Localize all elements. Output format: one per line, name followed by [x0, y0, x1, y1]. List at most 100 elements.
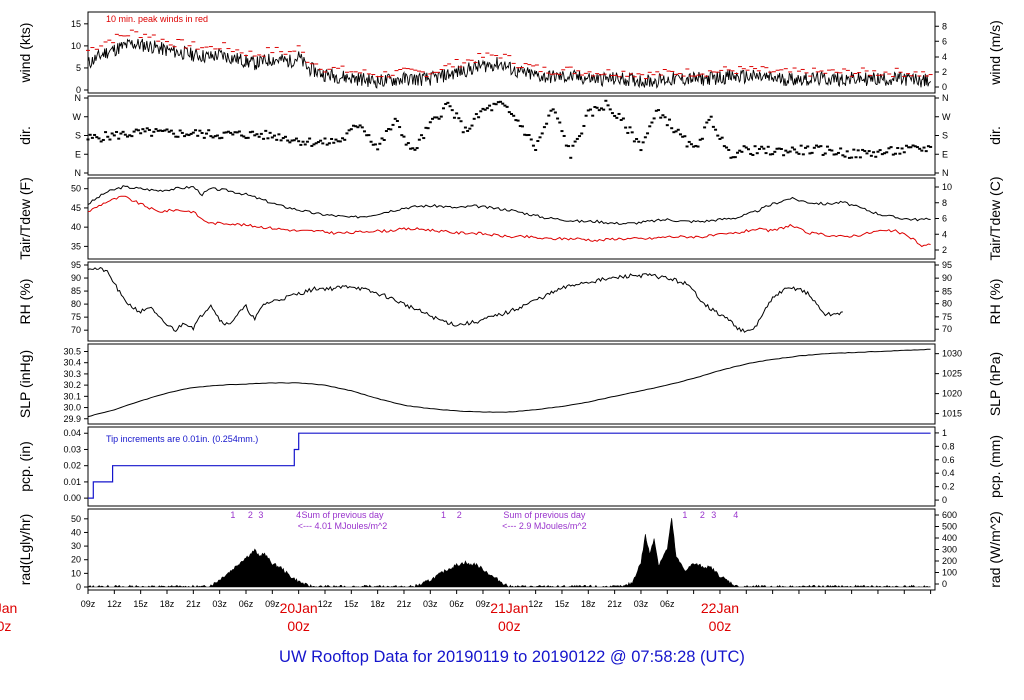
ytick-label-rh: 80 [71, 299, 81, 309]
date-marker-time: 00z [709, 618, 732, 634]
ytick-right-label-dir: S [942, 131, 948, 141]
ylabel-right-slp: SLP (hPa) [987, 352, 1003, 416]
ytick-label-slp: 30.3 [63, 369, 81, 379]
panel-frame-wind [87, 11, 936, 94]
xtick-label: 09z [81, 599, 96, 609]
xtick-label: 09z [476, 599, 491, 609]
panel-rad: rad(Lgly/hr) rad (W/m^2)01020304050010020… [17, 508, 1003, 592]
ylabel-right-rad: rad (W/m^2) [987, 511, 1003, 588]
ytick-right-label-dir: W [942, 112, 951, 122]
date-marker-time: 00z [498, 618, 521, 634]
ytick-right-label-wind: 8 [942, 21, 947, 31]
x-axis: 09z 12z 15z 18z 21z 03z 06z 09z 12z 15z 18z 21z 03z 0… [0, 590, 932, 634]
series-air-temperature [87, 185, 931, 225]
xtick-label: 06z [449, 599, 464, 609]
ylabel-pcp: pcp. (in) [17, 441, 33, 492]
panel-frame-slp [87, 343, 936, 425]
xtick-label: 06z [660, 599, 675, 609]
ytick-label-rh: 85 [71, 286, 81, 296]
date-marker-day: 20Jan [280, 600, 318, 616]
panel-wind: wind (kts) wind (m/s) 0 5 10 15 0 2 4 6 8 10 min. p… [17, 11, 1003, 95]
xtick-label: 09z [265, 599, 280, 609]
ylabel-temp: Tair/Tdew (F) [17, 177, 33, 259]
hour-marker: 4 [733, 510, 738, 520]
hour-marker: 3 [711, 510, 716, 520]
xtick-label: 12z [528, 599, 543, 609]
ytick-right-label-rad: 500 [942, 522, 957, 532]
panel-frame-temp [87, 177, 936, 260]
ylabel-rad: rad(Lgly/hr) [17, 514, 33, 586]
ylabel-right-wind: wind (m/s) [987, 20, 1003, 86]
ylabel-dir: dir. [17, 126, 33, 145]
ytick-right-label-rh: 80 [942, 299, 952, 309]
series-relative-humidity [87, 267, 843, 333]
ytick-label-temp: 40 [71, 222, 81, 232]
wind-annotation: 10 min. peak winds in red [106, 14, 208, 24]
ytick-label-pcp: 0.03 [63, 444, 81, 454]
pcp-annotation: Tip increments are 0.01in. (0.254mm.) [106, 434, 258, 444]
panel-temp: Tair/Tdew (F) Tair/Tdew (C) 35 40 45 50 2 4 6 8 10 [17, 176, 1003, 260]
ytick-label-rh: 95 [71, 260, 81, 270]
rad-annotation: <--- 2.9 MJoules/m^2 [502, 521, 587, 531]
ytick-label-rad: 0 [76, 582, 81, 592]
ytick-label-rad: 10 [71, 568, 81, 578]
panel-rh: RH (%) RH (%) 70 75 80 85 90 95 70 75 80 85 90 95 [17, 260, 1003, 342]
ytick-right-label-pcp: 0.6 [942, 455, 955, 465]
ytick-right-label-rad: 400 [942, 533, 957, 543]
date-marker-time: 00z [287, 618, 310, 634]
ytick-label-rad: 50 [71, 514, 81, 524]
ytick-label-wind: 0 [76, 85, 81, 95]
ytick-label-pcp: 0.04 [63, 428, 81, 438]
hour-marker: 2 [457, 510, 462, 520]
xtick-label: 03z [634, 599, 649, 609]
series-wind-speed [87, 38, 931, 89]
ytick-right-label-dir: N [942, 93, 949, 103]
hour-marker: 2 [700, 510, 705, 520]
xtick-label: 21z [186, 599, 201, 609]
ytick-label-rh: 75 [71, 312, 81, 322]
ytick-right-label-temp: 4 [942, 229, 947, 239]
ytick-label-temp: 35 [71, 241, 81, 251]
ytick-label-rh: 90 [71, 273, 81, 283]
xtick-label: 15z [555, 599, 570, 609]
series-precipitation [88, 432, 931, 499]
series-dew-point [87, 195, 931, 248]
ytick-right-label-dir: E [942, 149, 948, 159]
ytick-right-label-rad: 0 [942, 579, 947, 589]
ytick-right-label-pcp: 0.2 [942, 482, 955, 492]
xtick-label: 03z [212, 599, 227, 609]
ytick-right-label-slp: 1025 [942, 369, 962, 379]
ytick-right-label-slp: 1020 [942, 389, 962, 399]
ylabel-wind: wind (kts) [17, 23, 33, 84]
xtick-label: 21z [607, 599, 622, 609]
panel-frame-rh [87, 261, 936, 342]
ytick-right-label-rh: 85 [942, 286, 952, 296]
ytick-right-label-rh: 90 [942, 273, 952, 283]
ytick-right-label-rh: 70 [942, 324, 952, 334]
hour-marker: 3 [258, 510, 263, 520]
ylabel-right-pcp: pcp. (mm) [987, 435, 1003, 498]
ytick-label-dir: S [75, 131, 81, 141]
footer-title: UW Rooftop Data for 20190119 to 20190122… [279, 648, 745, 666]
date-marker-day: 22Jan [701, 600, 739, 616]
rad-annotation: <--- 4.01 MJoules/m^2 [298, 521, 388, 531]
ytick-right-label-rad: 100 [942, 568, 957, 578]
ytick-label-pcp: 0.01 [63, 477, 81, 487]
xtick-label: 12z [107, 599, 122, 609]
ytick-label-slp: 30.1 [63, 391, 81, 401]
ytick-right-label-rh: 95 [942, 260, 952, 270]
hour-marker: 1 [441, 510, 446, 520]
ytick-right-label-wind: 6 [942, 36, 947, 46]
ytick-label-slp: 30.4 [63, 358, 81, 368]
ytick-right-label-pcp: 0.4 [942, 468, 955, 478]
ytick-label-dir: N [75, 168, 82, 178]
rad-annotation: Sum of previous day [302, 510, 385, 520]
ylabel-slp: SLP (inHg) [17, 350, 33, 418]
ytick-label-pcp: 0.00 [63, 493, 81, 503]
ytick-right-label-temp: 6 [942, 214, 947, 224]
ytick-label-rad: 30 [71, 541, 81, 551]
ytick-right-label-temp: 2 [942, 245, 947, 255]
ytick-label-temp: 45 [71, 203, 81, 213]
ytick-right-label-pcp: 0 [942, 495, 947, 505]
ytick-right-label-rad: 200 [942, 556, 957, 566]
